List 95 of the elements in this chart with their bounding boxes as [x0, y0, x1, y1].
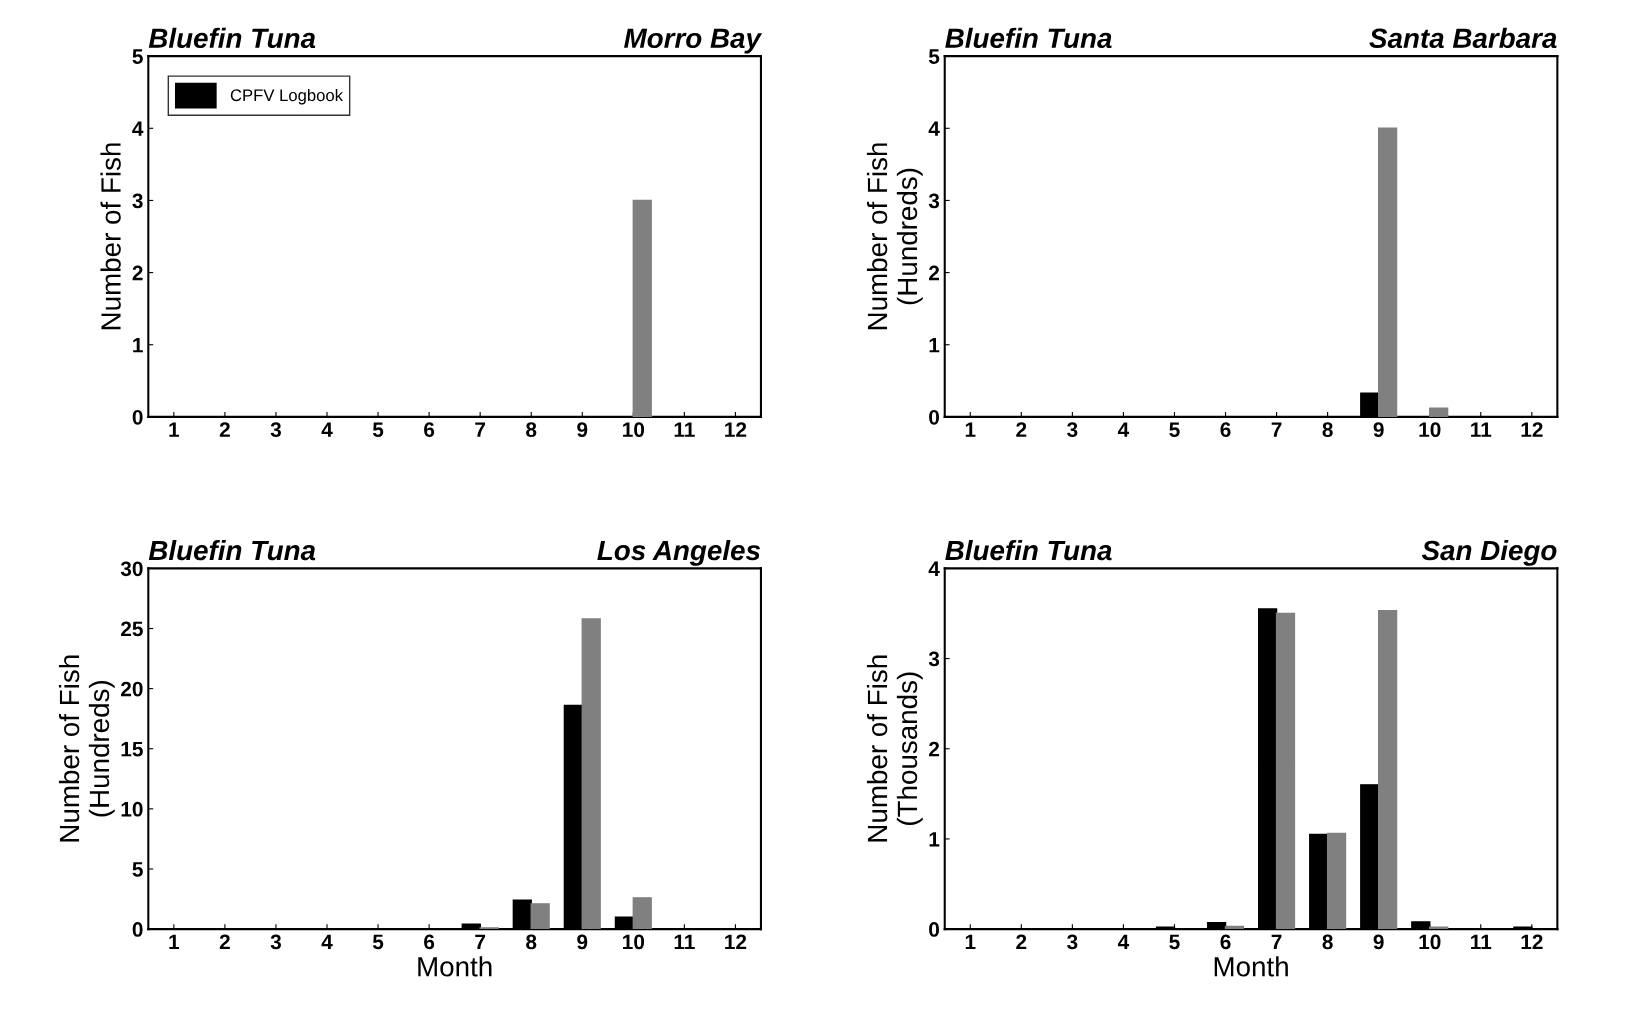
y-tick-label: 2	[929, 741, 940, 757]
y-tick-label: 30	[120, 561, 143, 577]
x-tick-label: 3	[1067, 422, 1078, 438]
y-tick-label: 10	[121, 801, 143, 817]
x-tick-label: 9	[1373, 422, 1384, 438]
x-tick-label: 10	[623, 422, 645, 438]
x-tick-label: 7	[475, 422, 486, 437]
y-tick-label: 3	[132, 193, 143, 209]
x-tick-label: 11	[674, 422, 695, 437]
bar	[581, 618, 601, 930]
y-tick-label: 4	[132, 121, 144, 136]
y-tick-label: 20	[121, 681, 143, 697]
x-tick-label: 2	[1016, 422, 1027, 437]
y-axis-title: Number of Fish	[100, 143, 121, 330]
x-axis-title: Month	[418, 956, 492, 977]
x-tick-label: 4	[321, 422, 333, 437]
y-tick-label: 1	[929, 337, 940, 353]
y-tick-label: 3	[928, 193, 940, 209]
x-tick-label: 10	[623, 934, 645, 950]
bar	[530, 903, 550, 930]
x-tick-label: 9	[1373, 934, 1384, 950]
x-tick-label: 12	[1521, 422, 1543, 437]
x-tick-label: 11	[1471, 422, 1492, 437]
x-tick-label: 2	[1016, 934, 1027, 950]
y-tick-label: 4	[928, 121, 940, 136]
y-tick-label: 5	[928, 49, 940, 64]
x-tick-label: 9	[577, 934, 588, 950]
x-tick-label: 5	[372, 934, 384, 950]
x-tick-label: 9	[577, 422, 588, 438]
y-axis-title: Number of Fish (Thousands)	[866, 655, 923, 842]
chart-subtitle: San Diego	[1421, 539, 1557, 566]
x-tick-label: 6	[1220, 422, 1231, 438]
x-tick-label: 4	[1117, 422, 1130, 437]
x-tick-label: 12	[1521, 934, 1543, 950]
chart-subtitle: Los Angeles	[597, 539, 761, 566]
x-tick-label: 3	[270, 422, 281, 438]
x-tick-label: 1	[169, 934, 180, 950]
x-tick-label: 2	[219, 422, 230, 437]
x-tick-label: 11	[1471, 934, 1492, 950]
x-tick-label: 1	[965, 934, 976, 950]
y-tick-label: 3	[928, 651, 940, 667]
y-tick-label: 4	[928, 561, 940, 576]
y-tick-label: 5	[132, 862, 143, 877]
legend-label: CPFV Logbook	[230, 88, 344, 105]
y-tick-label: 0	[132, 409, 143, 425]
chart-subtitle: Santa Barbara	[1369, 27, 1557, 49]
chart-title: Bluefin Tuna	[148, 539, 316, 561]
x-axis-title: Month	[1214, 956, 1288, 977]
x-tick-label: 5	[1169, 934, 1180, 950]
x-tick-label: 7	[1271, 422, 1282, 437]
x-tick-label: 7	[1271, 934, 1282, 950]
x-tick-label: 4	[1117, 934, 1130, 950]
x-tick-label: 4	[321, 934, 333, 950]
x-tick-label: 8	[1322, 422, 1333, 438]
chart-title: Bluefin Tuna	[148, 27, 316, 49]
chart-title: Bluefin Tuna	[945, 539, 1112, 561]
y-tick-label: 15	[121, 741, 143, 757]
y-axis-title: Number of Fish (Hundreds)	[866, 143, 923, 330]
x-tick-label: 7	[475, 934, 486, 950]
x-tick-label: 10	[1419, 422, 1441, 438]
bar	[1429, 407, 1449, 417]
x-tick-label: 10	[1419, 934, 1441, 950]
x-tick-label: 11	[674, 934, 695, 950]
bar	[1377, 127, 1398, 417]
x-tick-label: 6	[424, 934, 435, 950]
chart-title: Bluefin Tuna	[945, 27, 1112, 49]
x-tick-label: 3	[270, 934, 281, 950]
y-axis-title: Number of Fish (Hundreds)	[58, 655, 115, 842]
bar	[1377, 610, 1398, 930]
x-tick-label: 5	[372, 422, 384, 438]
x-tick-label: 12	[725, 422, 747, 437]
y-tick-label: 1	[929, 832, 940, 847]
y-tick-label: 0	[929, 922, 940, 937]
x-tick-label: 6	[424, 422, 435, 438]
y-tick-label: 2	[929, 265, 940, 281]
y-tick-label: 0	[929, 409, 940, 425]
bar	[632, 897, 652, 930]
y-tick-label: 2	[132, 265, 143, 281]
y-tick-label: 5	[132, 49, 143, 64]
bar	[1326, 832, 1347, 930]
x-tick-label: 12	[725, 934, 747, 950]
x-tick-label: 8	[526, 934, 537, 950]
x-tick-label: 1	[965, 422, 976, 437]
y-tick-label: 0	[132, 922, 143, 937]
y-tick-label: 1	[133, 337, 143, 353]
x-tick-label: 8	[1322, 934, 1333, 950]
x-tick-label: 8	[526, 422, 537, 438]
x-tick-label: 1	[169, 422, 180, 437]
y-tick-label: 25	[121, 621, 143, 637]
x-tick-label: 3	[1067, 934, 1078, 950]
x-tick-label: 5	[1169, 422, 1180, 438]
x-tick-label: 2	[219, 934, 230, 950]
x-tick-label: 6	[1220, 934, 1231, 950]
bar	[1275, 612, 1296, 930]
chart-subtitle: Morro Bay	[624, 28, 763, 54]
